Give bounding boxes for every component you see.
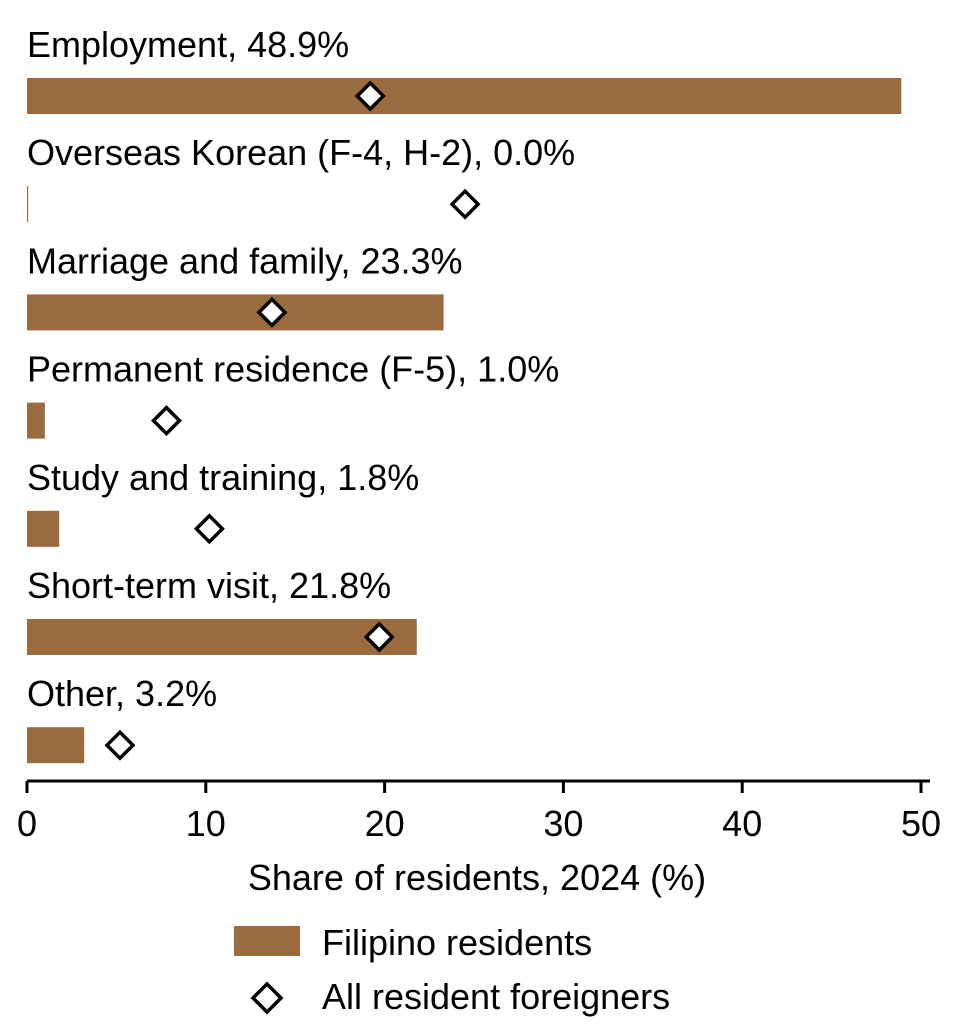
bar-marriage-and-family (27, 294, 444, 331)
marker-marriage-and-family (256, 296, 288, 328)
marker-employment (354, 80, 386, 112)
marker-short-term-visit (363, 621, 395, 653)
bars-filipino-residents (27, 78, 902, 764)
legend: Filipino residents All resident foreigne… (234, 922, 670, 1017)
x-tick-label-0: 0 (17, 803, 37, 844)
x-tick-label-20: 20 (365, 803, 405, 844)
x-axis-title: Share of residents, 2024 (%) (248, 857, 706, 898)
category-label-short-term-visit: Short-term visit, 21.8% (27, 565, 391, 606)
bar-permanent-residence-f-5 (27, 402, 45, 439)
category-label-marriage-and-family: Marriage and family, 23.3% (27, 240, 463, 281)
bar-study-and-training (27, 510, 60, 547)
x-axis-ticks: 0 10 20 30 40 50 (17, 781, 941, 844)
marker-other (104, 729, 136, 761)
bar-overseas-korean-f-4-h-2 (27, 186, 29, 223)
x-tick-label-40: 40 (722, 803, 762, 844)
marker-overseas-korean-f-4-h-2 (449, 188, 481, 220)
x-axis: 0 10 20 30 40 50 Share of residents, 2024 (%) (17, 779, 941, 898)
bar-other (27, 727, 85, 764)
marker-study-and-training (193, 513, 225, 545)
bar-short-term-visit (27, 619, 417, 655)
legend-label-filipino-residents: Filipino residents (322, 922, 592, 963)
x-tick-label-30: 30 (543, 803, 583, 844)
legend-label-all-resident-foreigners: All resident foreigners (322, 976, 670, 1017)
marker-permanent-residence-f-5 (150, 405, 182, 437)
x-tick-label-50: 50 (901, 803, 941, 844)
markers-all-resident-foreigners (104, 80, 481, 761)
category-label-overseas-korean-f-4-h-2: Overseas Korean (F-4, H-2), 0.0% (27, 132, 575, 173)
x-tick-label-10: 10 (186, 803, 226, 844)
category-label-study-and-training: Study and training, 1.8% (27, 457, 419, 498)
category-labels: Employment, 48.9% Overseas Korean (F-4, H… (27, 24, 575, 714)
bar-employment (27, 78, 902, 114)
category-label-employment: Employment, 48.9% (27, 24, 349, 65)
category-label-other: Other, 3.2% (27, 673, 217, 714)
legend-swatch-all-resident-foreigners (250, 981, 284, 1015)
legend-swatch-filipino-residents (234, 926, 300, 956)
category-label-permanent-residence-f-5: Permanent residence (F-5), 1.0% (27, 349, 559, 390)
